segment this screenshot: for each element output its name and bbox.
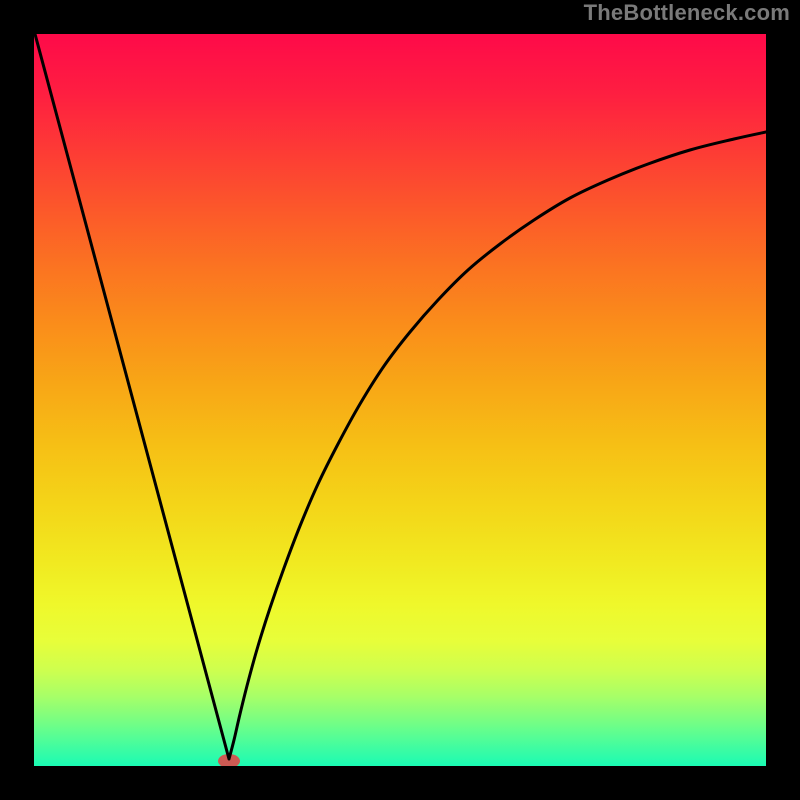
curve-layer [34,34,766,766]
chart-container: TheBottleneck.com [0,0,800,800]
bottleneck-curve [35,34,766,759]
watermark-text: TheBottleneck.com [584,0,790,26]
plot-area [34,34,766,766]
